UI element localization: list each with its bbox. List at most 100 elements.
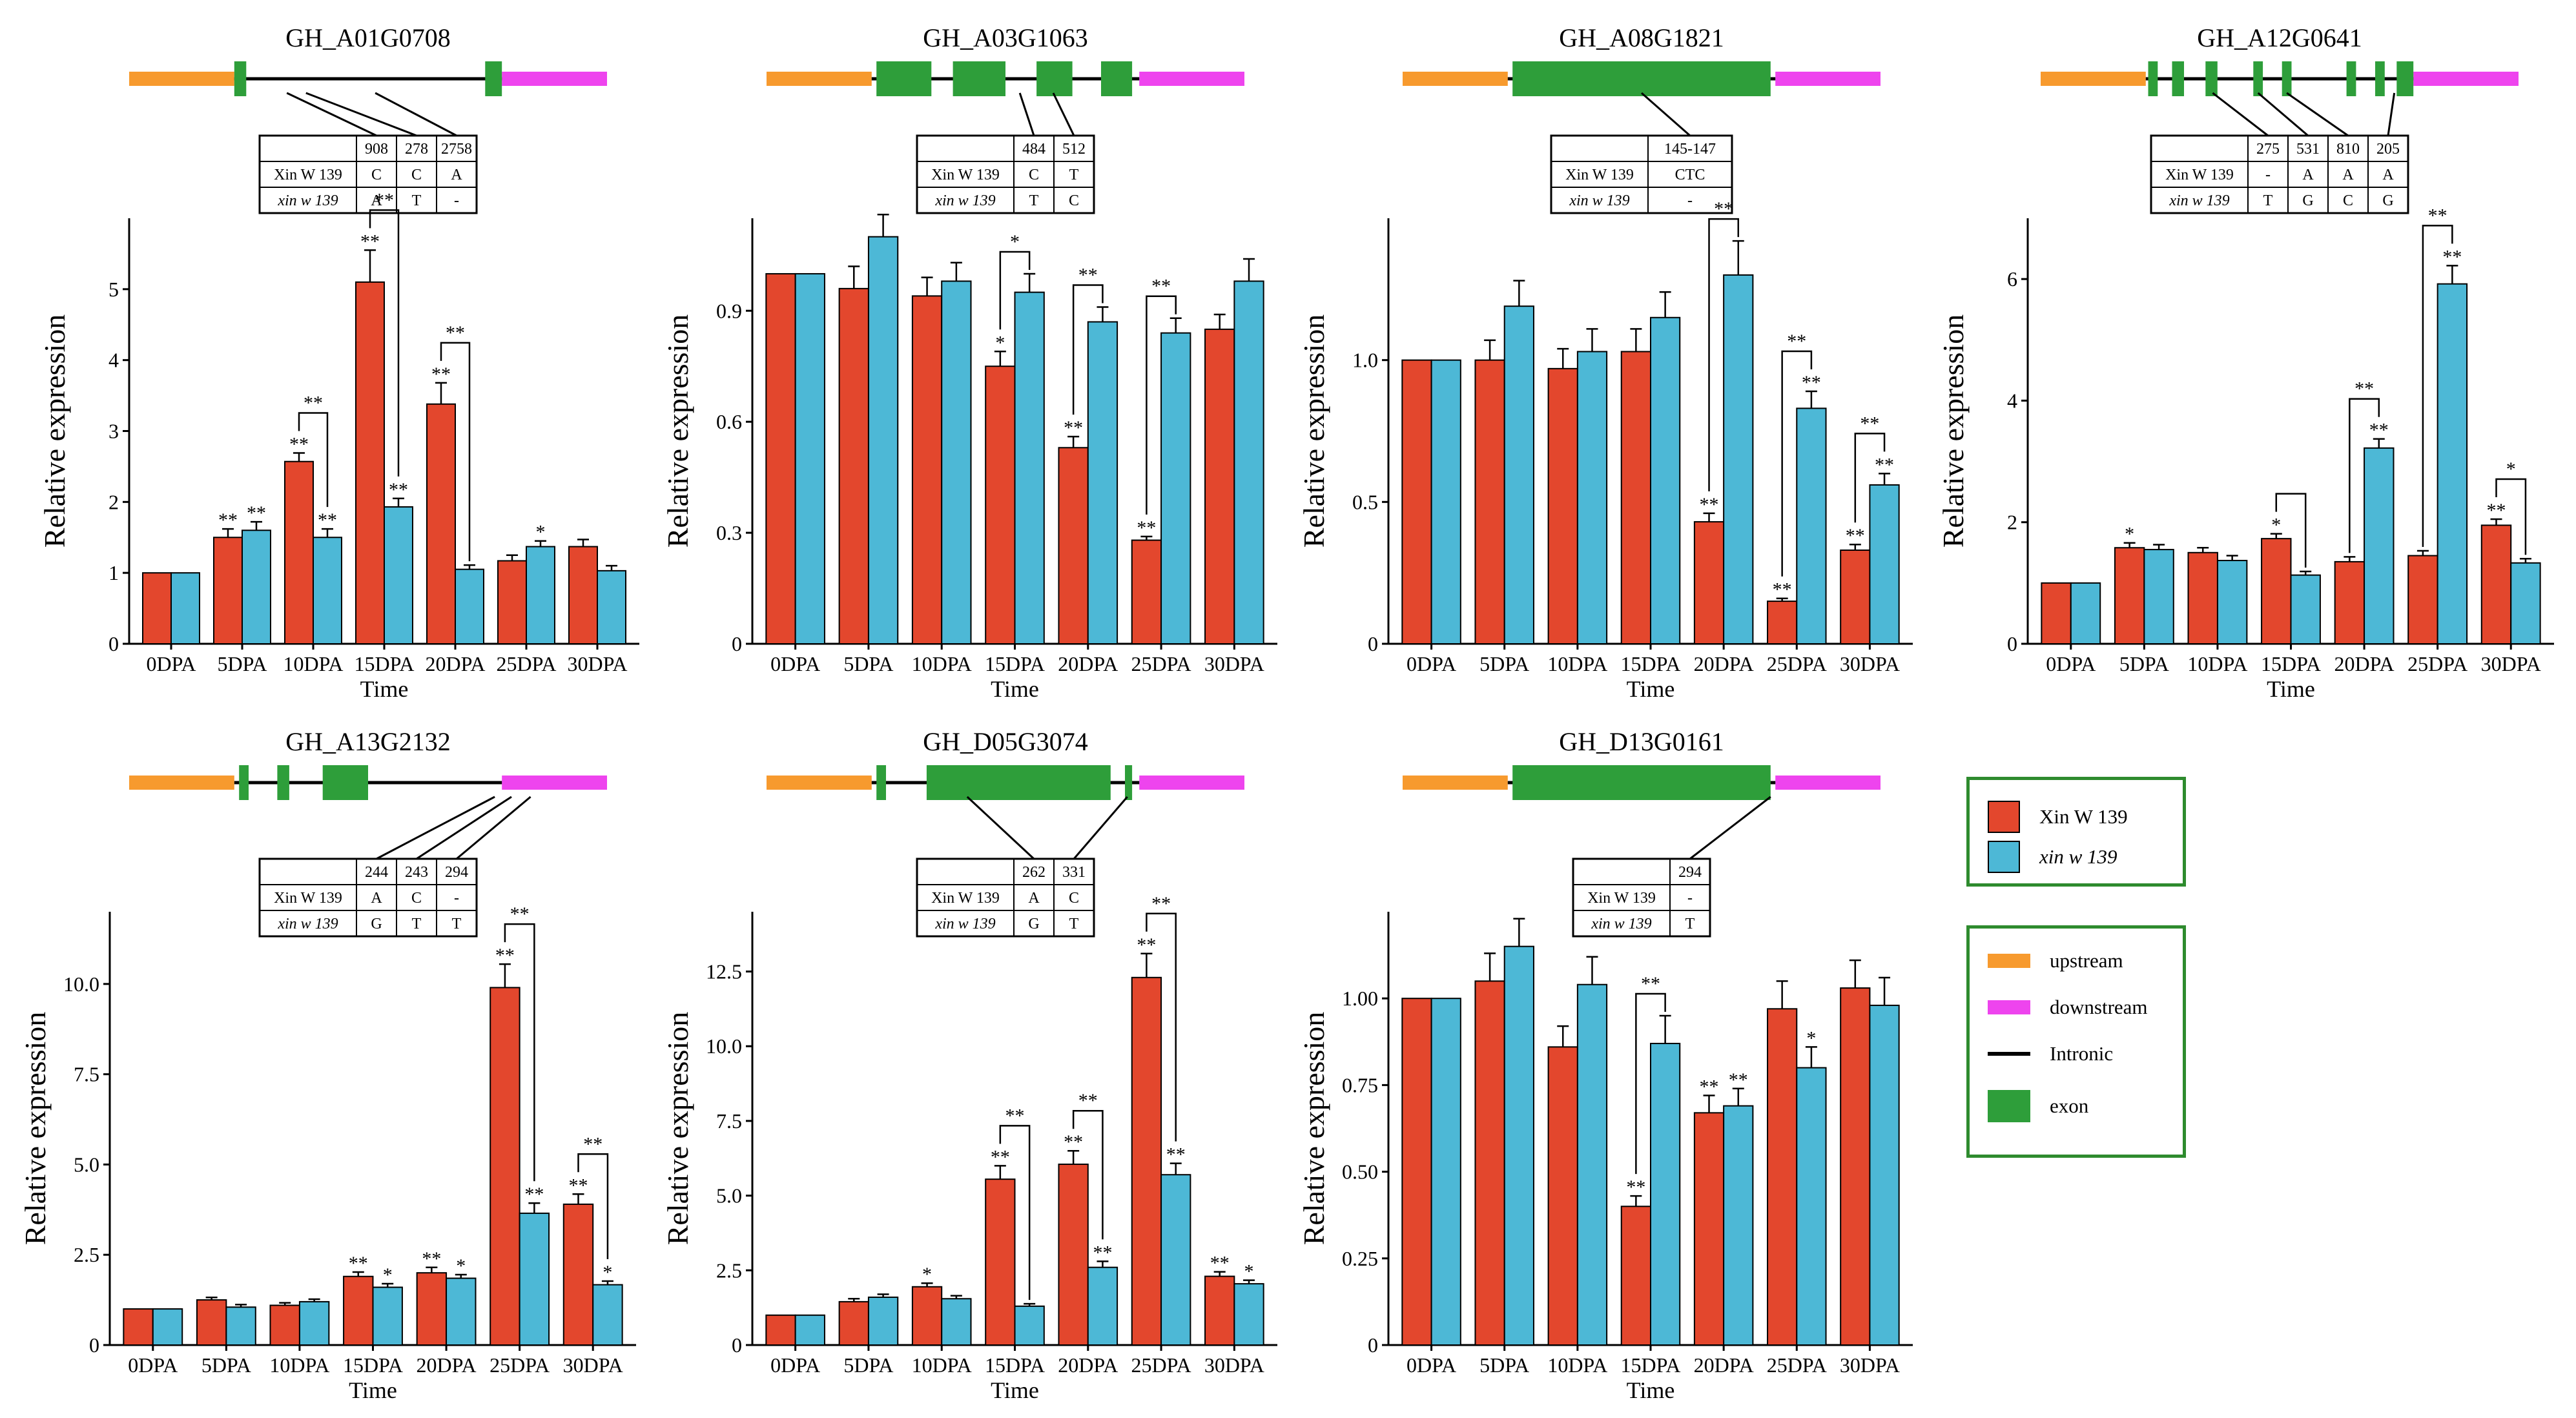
x-tick-label: 30DPA xyxy=(1204,1353,1264,1377)
legend-item-xin-w-139-lower: xin w 139 xyxy=(1988,841,2117,873)
snp-cell: C xyxy=(1069,192,1079,209)
snp-table xyxy=(1550,134,1733,214)
y-tick-label: 0 xyxy=(732,1333,742,1357)
legend-item-intronic: Intronic xyxy=(1988,1042,2113,1065)
bar-xin-w-139-lower xyxy=(1723,274,1754,645)
bar-xin-w-139-upper xyxy=(1401,998,1432,1346)
bracket-star: ** xyxy=(2354,378,2374,400)
legend-label: xin w 139 xyxy=(2039,845,2117,868)
bar-xin-w-139-lower xyxy=(794,1314,825,1346)
bracket-star: * xyxy=(2506,458,2516,480)
bar-xin-w-139-lower xyxy=(1087,1266,1118,1346)
snp-link-line xyxy=(2387,92,2396,136)
bar-xin-w-139-lower xyxy=(867,1296,899,1346)
y-tick-label: 7.5 xyxy=(74,1063,99,1086)
snp-link-line xyxy=(1052,92,1075,136)
x-axis-title: Time xyxy=(349,1377,397,1403)
significance-bracket xyxy=(1854,433,1886,523)
snp-row-label-2: xin w 139 xyxy=(1591,916,1651,932)
x-tick-label: 0DPA xyxy=(128,1353,178,1377)
legend-swatch-green xyxy=(1988,1090,2030,1122)
bar-xin-w-139-upper xyxy=(1547,367,1578,644)
significance-star: ** xyxy=(1700,1076,1719,1098)
exon-block xyxy=(322,765,368,800)
bar-xin-w-139-upper xyxy=(1474,359,1505,645)
snp-link-line xyxy=(2212,92,2269,137)
x-tick-label: 25DPA xyxy=(1131,652,1191,675)
significance-star: ** xyxy=(422,1248,441,1269)
y-tick-label: 5.0 xyxy=(74,1153,99,1176)
snp-cell: G xyxy=(2302,192,2313,209)
snp-header: 531 xyxy=(2296,141,2320,158)
significance-star: ** xyxy=(289,434,309,455)
significance-star: ** xyxy=(431,364,451,385)
bar-xin-w-139-upper xyxy=(911,1286,943,1346)
bar-xin-w-139-upper xyxy=(765,1314,796,1346)
bar-xin-w-139-lower xyxy=(1796,407,1827,644)
bracket-star: * xyxy=(1010,231,1020,252)
bar-xin-w-139-lower xyxy=(1233,1283,1264,1346)
significance-star: ** xyxy=(218,509,238,531)
bar-xin-w-139-upper xyxy=(1474,980,1505,1346)
bar-xin-w-139-upper xyxy=(416,1272,448,1346)
bar-xin-w-139-lower xyxy=(2143,549,2174,644)
bar-xin-w-139-lower xyxy=(941,1298,972,1346)
snp-row-label-2: xin w 139 xyxy=(277,192,338,209)
x-tick-label: 30DPA xyxy=(1204,652,1264,675)
x-tick-label: 5DPA xyxy=(2119,652,2169,675)
x-tick-label: 10DPA xyxy=(2187,652,2247,675)
bar-xin-w-139-upper xyxy=(1620,351,1652,645)
snp-link-line xyxy=(2257,92,2309,137)
y-tick-label: 0.25 xyxy=(1342,1247,1378,1270)
exon-block xyxy=(1101,61,1133,96)
legend-item-downstream: downstream xyxy=(1988,996,2148,1019)
snp-cell: A xyxy=(371,192,382,209)
snp-header: 294 xyxy=(445,864,468,881)
x-axis-title: Time xyxy=(2267,676,2315,702)
bar-xin-w-139-lower xyxy=(794,272,825,644)
x-tick-label: 10DPA xyxy=(1547,652,1607,675)
snp-cell: T xyxy=(2263,192,2273,209)
bar-xin-w-139-upper xyxy=(426,403,456,644)
bar-xin-w-139-lower xyxy=(867,236,899,644)
snp-row-label-2: xin w 139 xyxy=(934,916,995,932)
snp-link-line xyxy=(1689,796,1771,860)
bar-xin-w-139-upper xyxy=(123,1308,154,1346)
exon-block xyxy=(2375,61,2385,96)
bracket-star: ** xyxy=(1078,1090,1098,1111)
bar-xin-w-139-upper xyxy=(985,365,1016,645)
bar-xin-w-139-lower xyxy=(242,529,271,644)
exon-block xyxy=(876,61,932,96)
bar-xin-w-139-lower xyxy=(519,1212,550,1346)
chart-panel-3: GH_A08G1821 Xin W 139 xin w 139 145-147 CTC -… xyxy=(1297,23,1913,702)
significance-star: * xyxy=(456,1255,466,1277)
x-tick-label: 30DPA xyxy=(2481,652,2541,675)
significance-star: ** xyxy=(1773,579,1792,601)
significance-star: ** xyxy=(1875,454,1894,475)
y-tick-label: 4 xyxy=(108,349,119,372)
significance-star: ** xyxy=(1626,1177,1645,1198)
legend-item-xin-w-139-upper: Xin W 139 xyxy=(1988,801,2128,833)
snp-cell: A xyxy=(451,167,462,183)
chart-title: GH_D05G3074 xyxy=(923,727,1088,756)
x-tick-label: 25DPA xyxy=(1767,1353,1827,1377)
exon-block xyxy=(277,765,289,800)
y-tick-label: 2.5 xyxy=(74,1243,99,1266)
bar-xin-w-139-lower xyxy=(446,1277,477,1346)
legend-structure: upstream downstream Intronic exon xyxy=(1966,925,2186,1158)
y-tick-label: 0.50 xyxy=(1342,1160,1378,1184)
y-axis-title: Relative expression xyxy=(661,314,694,548)
y-axis-title: Relative expression xyxy=(661,1012,694,1246)
significance-star: * xyxy=(1244,1261,1254,1282)
bar-xin-w-139-upper xyxy=(985,1178,1016,1346)
significance-star: * xyxy=(1806,1027,1816,1049)
legend-label: upstream xyxy=(2050,949,2123,972)
bar-xin-w-139-upper xyxy=(1058,1164,1089,1346)
snp-row-label-1: Xin W 139 xyxy=(931,167,1000,183)
significance-bracket xyxy=(2349,398,2380,553)
x-tick-label: 25DPA xyxy=(1767,652,1827,675)
significance-star: ** xyxy=(1064,417,1083,438)
snp-table xyxy=(258,858,478,938)
significance-bracket xyxy=(1072,1109,1104,1240)
